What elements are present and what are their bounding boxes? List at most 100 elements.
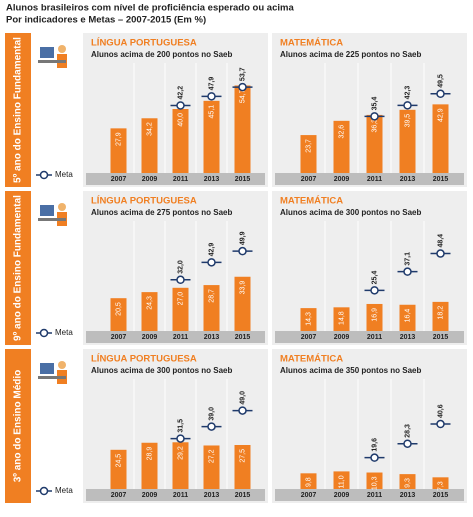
icon-screen bbox=[40, 205, 54, 216]
axis-band bbox=[86, 489, 265, 501]
meta-label: 42,9 bbox=[208, 243, 215, 257]
bar-label: 40,0 bbox=[177, 113, 184, 127]
meta-label: 53,7 bbox=[239, 67, 246, 81]
x-tick-label: 2013 bbox=[204, 176, 220, 183]
bar-label: 9,3 bbox=[404, 478, 411, 488]
bar bbox=[366, 472, 383, 489]
bar-label: 18,2 bbox=[437, 306, 444, 320]
x-tick-label: 2009 bbox=[142, 334, 158, 341]
meta-marker bbox=[238, 82, 247, 92]
meta-label: 39,0 bbox=[208, 407, 215, 421]
legend-marker bbox=[39, 486, 49, 496]
bar bbox=[333, 120, 350, 173]
bar-label: 9,8 bbox=[305, 477, 312, 487]
meta-marker bbox=[436, 419, 445, 429]
x-tick-label: 2013 bbox=[400, 492, 416, 499]
bar-label: 42,9 bbox=[437, 108, 444, 122]
x-tick-label: 2011 bbox=[173, 176, 188, 183]
x-tick-label: 2013 bbox=[400, 176, 416, 183]
legend-marker bbox=[39, 328, 49, 338]
meta-marker bbox=[370, 453, 379, 462]
bar-label: 39,5 bbox=[404, 114, 411, 128]
x-tick-label: 2007 bbox=[111, 176, 127, 183]
bar bbox=[234, 85, 251, 173]
meta-marker bbox=[403, 439, 412, 448]
x-tick-label: 2009 bbox=[334, 334, 350, 341]
meta-marker bbox=[370, 286, 379, 295]
meta-marker bbox=[370, 112, 379, 121]
bar-label: 16,4 bbox=[404, 309, 411, 323]
bar bbox=[432, 104, 449, 173]
axis-band bbox=[86, 331, 265, 343]
bar-label: 34,2 bbox=[146, 122, 153, 136]
bar bbox=[110, 128, 127, 173]
meta-marker bbox=[207, 92, 216, 101]
panel-title: MATEMÁTICA bbox=[280, 196, 343, 207]
title: Alunos brasileiros com nível de proficiê… bbox=[6, 3, 294, 14]
bar bbox=[141, 442, 158, 489]
axis-band bbox=[275, 331, 464, 343]
row-label: 5º ano do Ensino Fundamental bbox=[13, 37, 24, 183]
x-tick-label: 2011 bbox=[367, 492, 382, 499]
panel-title: LÍNGUA PORTUGUESA bbox=[91, 38, 197, 49]
meta-marker bbox=[403, 101, 412, 110]
meta-label: 31,5 bbox=[177, 419, 184, 433]
row-label: 9º ano do Ensino Fundamental bbox=[13, 195, 24, 341]
meta-label: 47,9 bbox=[208, 77, 215, 91]
panel-subtitle: Alunos acima de 225 pontos no Saeb bbox=[280, 50, 421, 59]
bar-label: 14,8 bbox=[338, 311, 345, 325]
x-tick-label: 2015 bbox=[235, 176, 251, 183]
meta-label: 49,9 bbox=[239, 231, 246, 245]
meta-marker bbox=[176, 275, 185, 285]
x-tick-label: 2013 bbox=[204, 334, 220, 341]
panel-title: MATEMÁTICA bbox=[280, 38, 343, 49]
bar-label: 28,7 bbox=[208, 289, 215, 303]
bar bbox=[366, 303, 383, 331]
bar bbox=[234, 276, 251, 331]
bar-label: 7,3 bbox=[437, 481, 444, 491]
icon-head bbox=[58, 45, 66, 53]
bar-label: 27,2 bbox=[208, 449, 215, 463]
meta-marker bbox=[207, 422, 216, 431]
icon-desk bbox=[38, 376, 66, 379]
bar-label: 24,5 bbox=[115, 454, 122, 468]
x-tick-label: 2009 bbox=[334, 492, 350, 499]
meta-marker bbox=[238, 246, 247, 256]
bar-label: 23,7 bbox=[305, 139, 312, 153]
bar bbox=[366, 114, 383, 173]
panel-title: LÍNGUA PORTUGUESA bbox=[91, 354, 197, 365]
bar-label: 45,1 bbox=[208, 105, 215, 119]
x-tick-label: 2015 bbox=[433, 176, 449, 183]
x-tick-label: 2013 bbox=[400, 334, 416, 341]
row-sidebar bbox=[5, 33, 31, 187]
bar-label: 11,0 bbox=[338, 475, 345, 488]
x-tick-label: 2015 bbox=[433, 492, 449, 499]
bar bbox=[300, 135, 317, 173]
bar-label: 10,3 bbox=[371, 476, 378, 490]
row-sidebar bbox=[5, 191, 31, 345]
bar bbox=[333, 471, 350, 489]
x-tick-label: 2009 bbox=[142, 176, 158, 183]
icon-head bbox=[58, 361, 66, 369]
meta-label: 48,4 bbox=[437, 234, 444, 248]
panel-title: LÍNGUA PORTUGUESA bbox=[91, 196, 197, 207]
meta-marker bbox=[176, 434, 185, 443]
bar-label: 20,5 bbox=[115, 302, 122, 316]
meta-label: 42,2 bbox=[177, 86, 184, 100]
bar bbox=[110, 449, 127, 489]
legend-label: Meta bbox=[55, 328, 73, 337]
bar-label: 28,9 bbox=[146, 447, 153, 461]
bar-label: 16,9 bbox=[371, 308, 378, 322]
bar-label: 32,6 bbox=[338, 125, 345, 139]
x-tick-label: 2011 bbox=[173, 492, 188, 499]
x-tick-label: 2015 bbox=[433, 334, 449, 341]
panel-subtitle: Alunos acima de 300 pontos no Saeb bbox=[91, 366, 232, 375]
meta-label: 19,6 bbox=[371, 438, 378, 452]
meta-label: 32,0 bbox=[177, 260, 184, 274]
bar-label: 14,3 bbox=[305, 312, 312, 326]
bar bbox=[300, 308, 317, 331]
x-tick-label: 2011 bbox=[173, 334, 188, 341]
meta-label: 37,1 bbox=[404, 252, 411, 266]
icon-head bbox=[58, 203, 66, 211]
